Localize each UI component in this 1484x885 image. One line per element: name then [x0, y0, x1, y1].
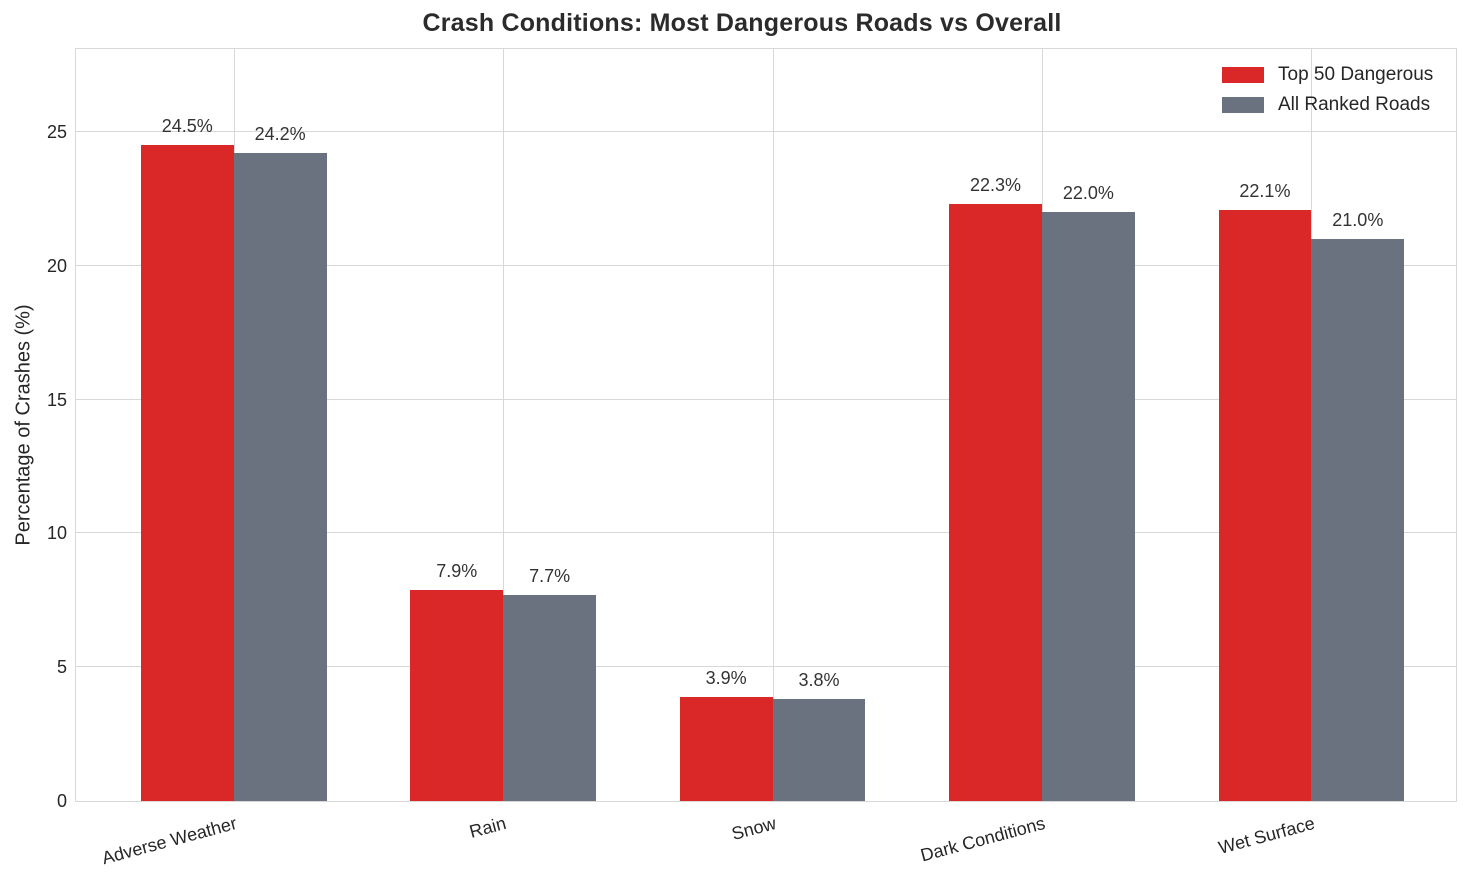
x-tick-label-snow: Snow — [729, 813, 778, 844]
legend-swatch-all-ranked-roads — [1222, 97, 1264, 113]
bar-label-all-ranked-roads-wet-surface: 21.0% — [1332, 210, 1384, 231]
legend-label-all-ranked-roads: All Ranked Roads — [1278, 94, 1431, 115]
bar-label-all-ranked-roads-dark-conditions: 22.0% — [1062, 183, 1114, 204]
x-tick-label-rain: Rain — [467, 813, 509, 842]
y-tick-label-20: 20 — [46, 255, 67, 276]
legend-swatch-top-50-dangerous — [1222, 67, 1264, 83]
bar-label-all-ranked-roads-adverse-weather: 24.2% — [254, 124, 306, 145]
gridline-x-rain — [503, 49, 505, 801]
y-tick-label-5: 5 — [56, 657, 67, 678]
y-tick-label-15: 15 — [46, 389, 67, 410]
gridline-y-5 — [76, 666, 1456, 668]
gridline-x-snow — [772, 49, 774, 801]
bar-all-ranked-roads-rain — [503, 594, 596, 801]
bar-label-top-50-dangerous-wet-surface: 22.1% — [1239, 180, 1291, 201]
bar-label-top-50-dangerous-adverse-weather: 24.5% — [161, 116, 213, 137]
bar-label-top-50-dangerous-rain: 7.9% — [436, 560, 478, 581]
bar-all-ranked-roads-dark-conditions — [1041, 212, 1135, 801]
gridline-y-10 — [76, 532, 1456, 534]
chart-title: Crash Conditions: Most Dangerous Roads v… — [422, 9, 1062, 37]
x-tick-label-adverse-weather: Adverse Weather — [99, 813, 239, 869]
x-tick-label-dark-conditions: Dark Conditions — [918, 813, 1048, 866]
legend-item-top-50-dangerous: Top 50 Dangerous — [1222, 64, 1433, 86]
bar-top-50-dangerous-adverse-weather — [140, 145, 234, 801]
legend-label-top-50-dangerous: Top 50 Dangerous — [1278, 64, 1434, 85]
bar-label-all-ranked-roads-snow: 3.8% — [798, 670, 840, 691]
bar-top-50-dangerous-wet-surface — [1218, 209, 1312, 801]
y-tick-label-25: 25 — [46, 121, 67, 142]
y-tick-label-0: 0 — [56, 791, 67, 811]
x-tick-label-wet-surface: Wet Surface — [1216, 813, 1317, 858]
plot-area: 0 5 10 15 20 25 Adverse Weather Rain Snow Dark Co… — [47, 48, 1457, 868]
bar-label-top-50-dangerous-dark-conditions: 22.3% — [969, 175, 1022, 196]
legend: Top 50 Dangerous All Ranked Roads — [1222, 64, 1433, 116]
gridline-y-25 — [76, 130, 1456, 132]
bar-all-ranked-roads-wet-surface — [1311, 239, 1405, 801]
gridline-y-20 — [76, 264, 1456, 266]
bar-top-50-dangerous-snow — [679, 696, 773, 801]
gridline-y-15 — [76, 398, 1456, 400]
bar-top-50-dangerous-rain — [410, 589, 504, 801]
bar-top-50-dangerous-dark-conditions — [949, 204, 1042, 801]
bar-all-ranked-roads-adverse-weather — [233, 153, 327, 801]
legend-item-all-ranked-roads: All Ranked Roads — [1222, 94, 1433, 116]
bar-label-top-50-dangerous-snow: 3.9% — [705, 667, 747, 688]
y-tick-label-10: 10 — [46, 523, 67, 544]
bar-label-all-ranked-roads-rain: 7.7% — [529, 565, 571, 586]
bar-all-ranked-roads-snow — [772, 699, 866, 801]
y-axis-label: Percentage of Crashes (%) — [12, 304, 35, 546]
